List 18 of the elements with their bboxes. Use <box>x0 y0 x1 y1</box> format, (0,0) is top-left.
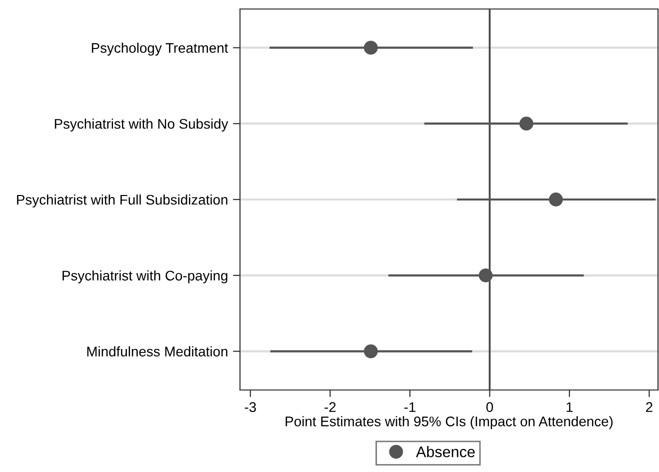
x-tick-label: 1 <box>566 402 573 412</box>
point <box>519 116 534 131</box>
point <box>364 344 378 358</box>
point <box>478 268 493 282</box>
x-tick-label: -1 <box>404 402 416 412</box>
y-tick-label: Psychiatrist with Full Subsidization <box>17 194 228 208</box>
x-tick-label: 2 <box>646 402 652 412</box>
x-tick-label: 0 <box>486 402 493 412</box>
y-tick-label: Mindfulness Meditation <box>87 346 228 356</box>
x-tick-label: -2 <box>324 402 336 412</box>
legend-label: Absence <box>416 446 475 458</box>
x-tick-label: -3 <box>244 402 256 412</box>
point <box>364 40 378 55</box>
x-axis-title: Point Estimates with 95% CIs (Impact on Attendence) <box>286 416 613 430</box>
y-tick-label: Psychiatrist with No Subsidy <box>54 118 228 132</box>
y-tick-label: Psychology Treatment <box>92 42 228 56</box>
y-tick-label: Psychiatrist with Co-paying <box>62 270 228 284</box>
point <box>548 192 563 206</box>
